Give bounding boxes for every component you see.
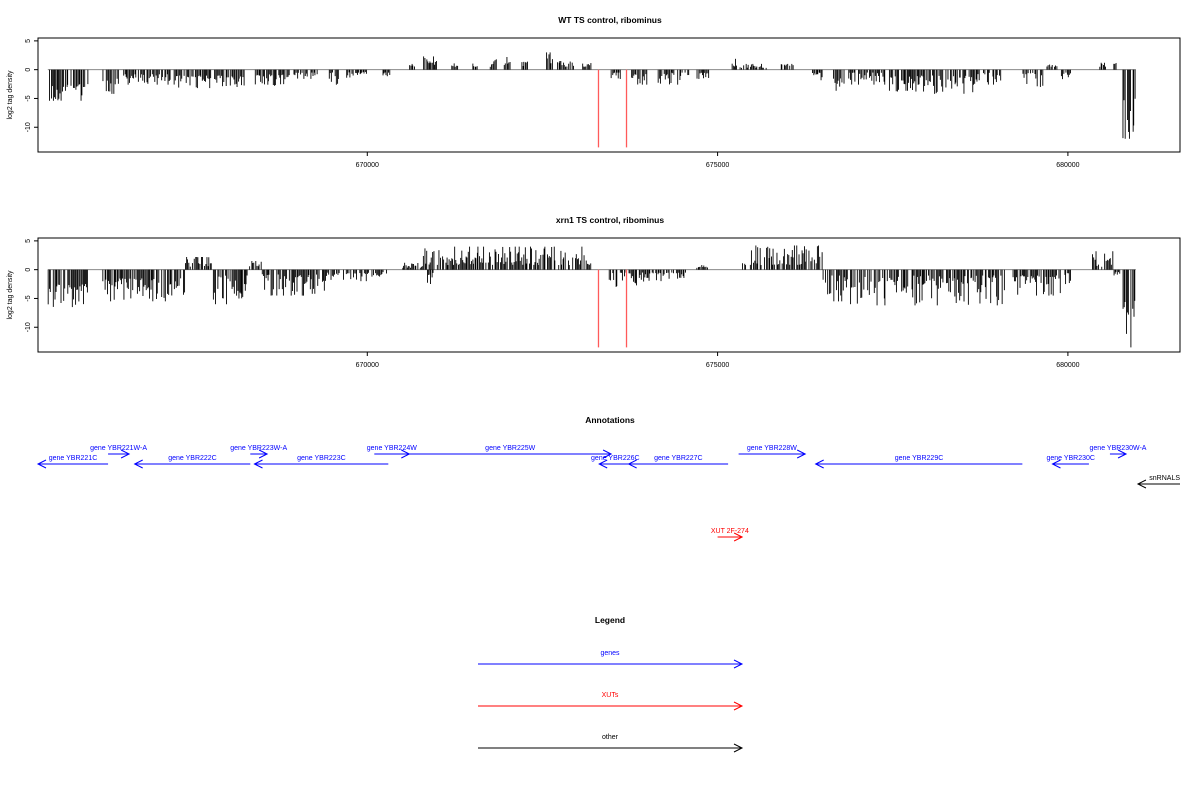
feature-label: snRNALS xyxy=(1149,475,1180,482)
annotation-feature: gene YBR221C xyxy=(36,455,109,469)
feature-label: gene YBR224W xyxy=(367,445,417,452)
x-axis: 670000 675000 680000 xyxy=(356,352,1080,369)
strand-arrow-icon xyxy=(36,459,47,469)
legend-label: genes xyxy=(600,650,620,657)
annotation-feature: gene YBR226C xyxy=(591,455,640,469)
legend-arrow-icon xyxy=(733,743,744,753)
strand-arrow-icon xyxy=(1117,449,1128,459)
panel-xrn1: xrn1 TS control, ribominus log2 tag dens… xyxy=(7,215,1181,369)
y-tick-label: -10 xyxy=(25,122,32,132)
strand-arrow-icon xyxy=(796,449,807,459)
strand-arrow-icon xyxy=(1051,459,1061,469)
strand-arrow-icon xyxy=(133,459,143,469)
strand-arrow-icon xyxy=(253,459,263,469)
legend-entry: XUTs xyxy=(478,692,744,711)
annotation-feature: XUT 2F-274 xyxy=(711,528,749,542)
annotation-features: gene YBR221C gene YBR221W-A gene YBR222C ge… xyxy=(36,445,1180,542)
annotation-feature: gene YBR223W-A xyxy=(230,445,287,459)
strand-arrow-icon xyxy=(733,532,744,542)
feature-label: gene YBR229C xyxy=(895,455,944,462)
feature-label: gene YBR222C xyxy=(168,455,217,462)
x-tick-label: 670000 xyxy=(356,362,379,369)
legend-label: XUTs xyxy=(602,692,619,699)
legend-label: other xyxy=(602,734,619,741)
annotation-feature: gene YBR227C xyxy=(627,455,729,469)
strand-arrow-icon xyxy=(1136,479,1147,489)
y-tick-label: 0 xyxy=(25,268,32,272)
annotation-feature: gene YBR230C xyxy=(1046,455,1095,469)
legend-arrow-icon xyxy=(733,659,744,669)
x-tick-label: 680000 xyxy=(1056,162,1079,169)
x-tick-label: 670000 xyxy=(356,162,379,169)
feature-label: gene YBR223C xyxy=(297,455,346,462)
feature-label: gene YBR225W xyxy=(485,445,535,452)
strand-arrow-icon xyxy=(602,449,613,459)
feature-label: gene YBR226C xyxy=(591,455,640,462)
x-tick-label: 680000 xyxy=(1056,362,1079,369)
x-axis: 670000 675000 680000 xyxy=(356,152,1080,169)
feature-label: gene YBR223W-A xyxy=(230,445,287,452)
feature-label: gene YBR221W-A xyxy=(90,445,147,452)
strand-arrow-icon xyxy=(401,449,411,459)
y-axis: 5 0 -5 -10 xyxy=(25,239,38,332)
legend-arrow-icon xyxy=(733,701,744,711)
strand-arrow-icon xyxy=(598,459,608,469)
annotation-feature: gene YBR224W xyxy=(367,445,417,459)
legend-title: Legend xyxy=(595,615,625,625)
panel-wt: WT TS control, ribominus log2 tag densit… xyxy=(7,15,1181,169)
annotation-feature: snRNALS xyxy=(1136,475,1180,489)
plot-frame xyxy=(37,37,1181,153)
legend-entry: other xyxy=(478,734,744,753)
y-tick-label: -5 xyxy=(25,95,32,101)
y-axis: 5 0 -5 -10 xyxy=(25,39,38,132)
annotation-feature: gene YBR223C xyxy=(253,455,389,469)
y-tick-label: 5 xyxy=(25,39,32,43)
y-tick-label: -10 xyxy=(25,322,32,332)
x-tick-label: 675000 xyxy=(706,162,729,169)
feature-label: XUT 2F-274 xyxy=(711,528,749,535)
bar-series xyxy=(47,245,1136,348)
feature-label: gene YBR230W-A xyxy=(1090,445,1147,452)
y-axis-label: log2 tag density xyxy=(7,270,14,320)
annotation-feature: gene YBR230W-A xyxy=(1090,445,1147,459)
annotation-feature: gene YBR228W xyxy=(738,445,807,459)
x-tick-label: 675000 xyxy=(706,362,729,369)
plot-frame xyxy=(37,237,1181,353)
strand-arrow-icon xyxy=(814,459,824,469)
legend-entries: genes XUTs other xyxy=(478,650,744,753)
annotation-feature: gene YBR222C xyxy=(133,455,251,469)
strand-arrow-icon xyxy=(627,459,637,469)
y-tick-label: 0 xyxy=(25,68,32,72)
feature-label: gene YBR228W xyxy=(747,445,797,452)
feature-label: gene YBR221C xyxy=(49,455,98,462)
legend: Legend genes XUTs other xyxy=(478,615,744,753)
strand-arrow-icon xyxy=(120,449,131,459)
y-tick-label: 5 xyxy=(25,239,32,243)
feature-label: gene YBR227C xyxy=(654,455,703,462)
y-axis-label: log2 tag density xyxy=(7,70,14,120)
feature-label: gene YBR230C xyxy=(1046,455,1095,462)
annotation-feature: gene YBR229C xyxy=(814,455,1023,469)
annotation-feature: gene YBR225W xyxy=(409,445,613,459)
panel-title: WT TS control, ribominus xyxy=(558,15,662,25)
annotation-feature: gene YBR221W-A xyxy=(90,445,147,459)
legend-entry: genes xyxy=(478,650,744,669)
panel-title: xrn1 TS control, ribominus xyxy=(556,215,664,225)
y-tick-label: -5 xyxy=(25,295,32,301)
strand-arrow-icon xyxy=(258,449,269,459)
bar-series xyxy=(47,52,1136,148)
annotations-title: Annotations xyxy=(585,415,635,425)
